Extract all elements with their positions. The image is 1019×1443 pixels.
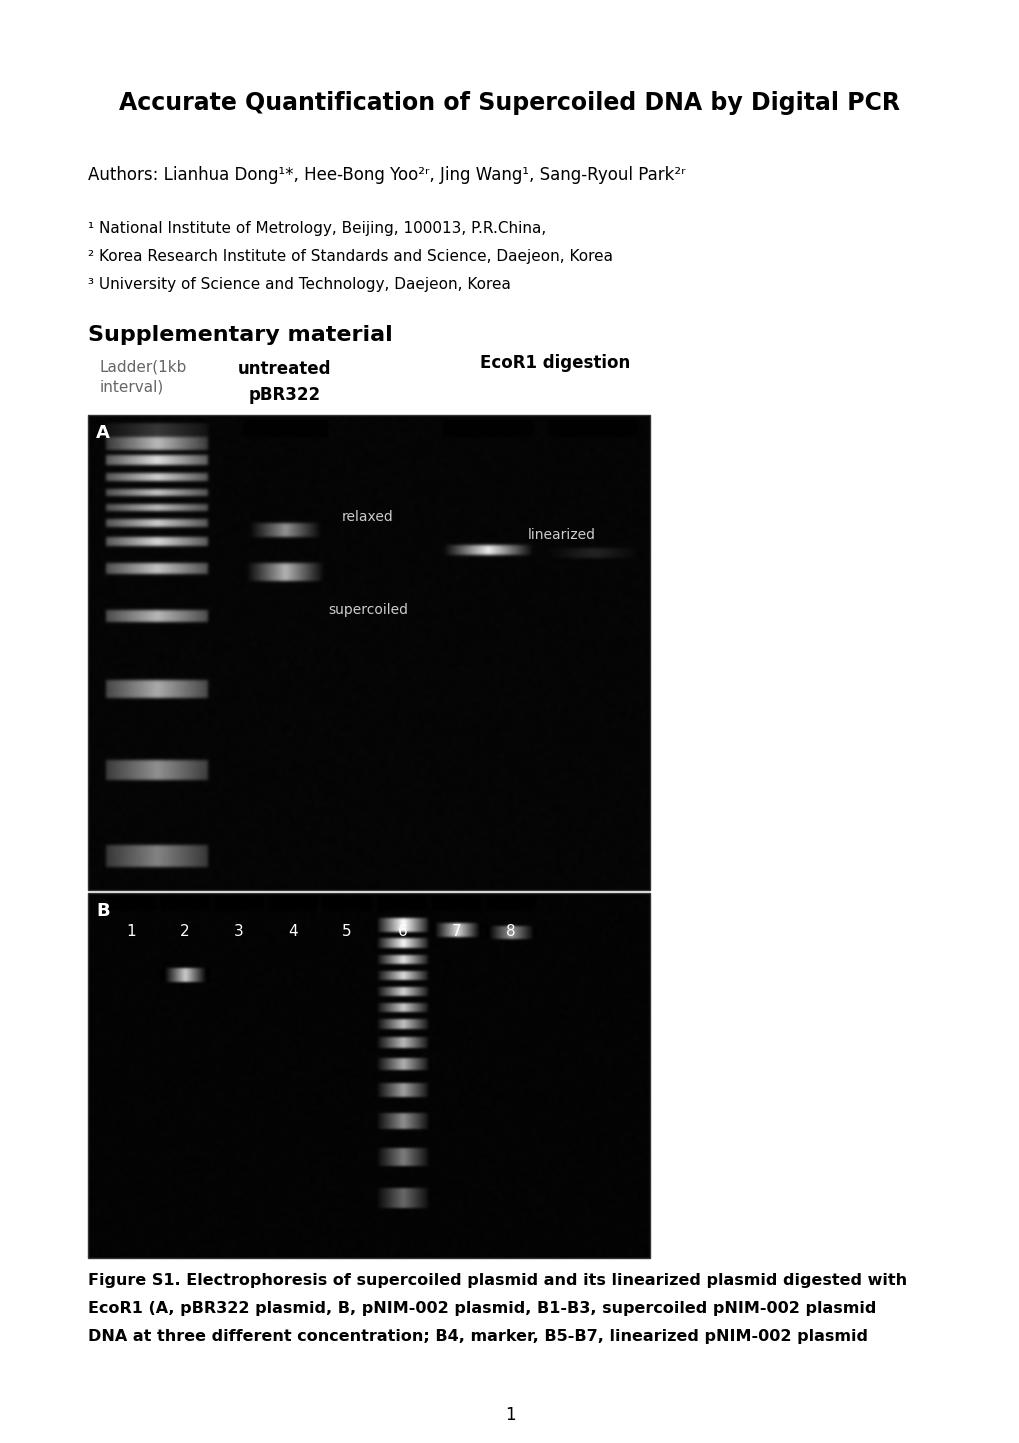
Text: EcoR1 (A, pBR322 plasmid, B, pNIM-002 plasmid, B1-B3, supercoiled pNIM-002 plasm: EcoR1 (A, pBR322 plasmid, B, pNIM-002 pl… <box>88 1300 875 1316</box>
Text: 1: 1 <box>126 924 136 938</box>
Text: Authors: Lianhua Dong¹*, Hee-Bong Yoo²ʳ, Jing Wang¹, Sang-Ryoul Park²ʳ: Authors: Lianhua Dong¹*, Hee-Bong Yoo²ʳ,… <box>88 166 685 185</box>
Text: A: A <box>96 424 110 442</box>
Text: EcoR1 digestion: EcoR1 digestion <box>480 354 630 372</box>
Text: 6: 6 <box>397 924 408 938</box>
Bar <box>88 416 649 890</box>
Text: ¹ National Institute of Metrology, Beijing, 100013, P.R.China,: ¹ National Institute of Metrology, Beiji… <box>88 221 546 235</box>
Text: supercoiled: supercoiled <box>328 603 408 618</box>
Text: ² Korea Research Institute of Standards and Science, Daejeon, Korea: ² Korea Research Institute of Standards … <box>88 248 612 264</box>
Text: 1: 1 <box>504 1405 515 1424</box>
Text: Figure S1. Electrophoresis of supercoiled plasmid and its linearized plasmid dig: Figure S1. Electrophoresis of supercoile… <box>88 1273 906 1287</box>
Text: ³ University of Science and Technology, Daejeon, Korea: ³ University of Science and Technology, … <box>88 277 511 291</box>
Text: Ladder(1kb
interval): Ladder(1kb interval) <box>100 359 187 395</box>
Text: Supplementary material: Supplementary material <box>88 325 392 345</box>
Text: DNA at three different concentration; B4, marker, B5-B7, linearized pNIM-002 pla: DNA at three different concentration; B4… <box>88 1329 867 1343</box>
Text: untreated
pBR322: untreated pBR322 <box>238 361 331 404</box>
Text: Accurate Quantification of Supercoiled DNA by Digital PCR: Accurate Quantification of Supercoiled D… <box>119 91 900 115</box>
Text: 2: 2 <box>180 924 190 938</box>
Text: 5: 5 <box>341 924 352 938</box>
Text: B: B <box>96 902 109 921</box>
Text: 4: 4 <box>288 924 298 938</box>
Bar <box>88 893 649 1258</box>
Text: 7: 7 <box>451 924 462 938</box>
Text: relaxed: relaxed <box>341 509 393 524</box>
Text: linearized: linearized <box>528 528 595 543</box>
Text: 8: 8 <box>505 924 516 938</box>
Text: 3: 3 <box>234 924 244 938</box>
